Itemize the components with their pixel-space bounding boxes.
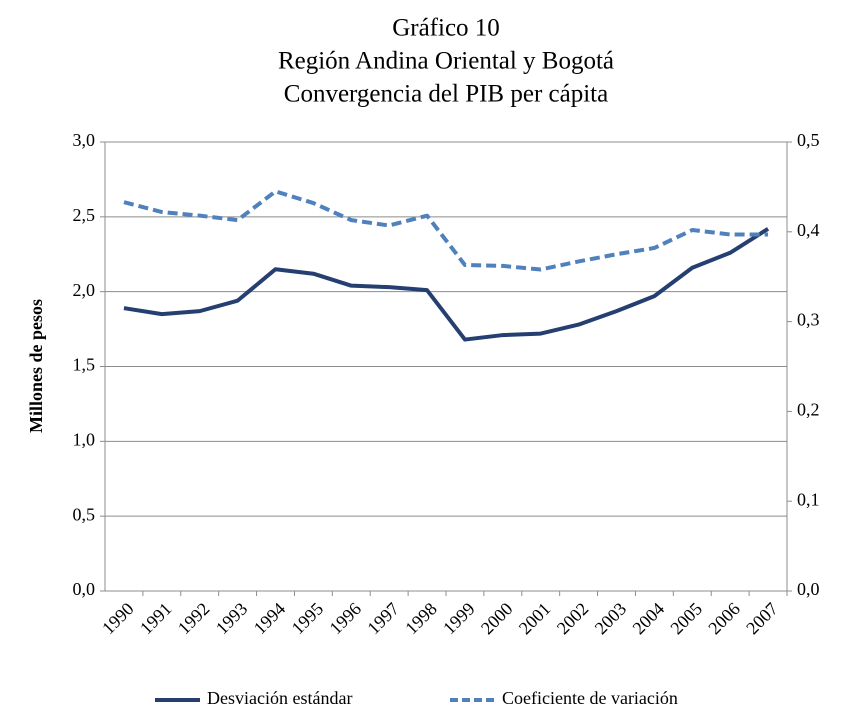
y-tick-label: 0,0 xyxy=(73,579,96,599)
legend-label: Desviación estándar xyxy=(207,688,352,708)
x-tick-label: 1991 xyxy=(136,599,176,639)
y2-tick-label: 0,1 xyxy=(797,489,820,509)
x-tick-label: 1998 xyxy=(401,599,441,639)
x-tick-label: 1999 xyxy=(439,599,479,639)
x-tick-label: 1992 xyxy=(174,599,214,639)
x-tick-label: 2000 xyxy=(477,599,517,639)
x-tick-label: 2001 xyxy=(515,599,555,639)
x-tick-label: 2006 xyxy=(704,599,744,639)
x-tick-label: 1996 xyxy=(325,599,365,639)
y-tick-label: 3,0 xyxy=(73,130,96,150)
y2-tick-label: 0,4 xyxy=(797,220,820,240)
y-tick-label: 1,0 xyxy=(73,429,96,449)
y-tick-label: 1,5 xyxy=(73,355,96,375)
y2-tick-label: 0,3 xyxy=(797,310,820,330)
y-tick-label: 0,5 xyxy=(73,504,96,524)
y2-tick-label: 0,5 xyxy=(797,130,820,150)
series-line xyxy=(123,189,769,272)
y2-tick-label: 0,0 xyxy=(797,579,820,599)
x-tick-label: 2007 xyxy=(742,599,782,639)
y2-tick-label: 0,2 xyxy=(797,400,820,420)
x-tick-label: 1995 xyxy=(288,599,328,639)
chart-title: Gráfico 10 xyxy=(392,15,500,42)
y-axis-label: Millones de pesos xyxy=(26,299,46,433)
y-tick-label: 2,0 xyxy=(73,280,96,300)
legend-label: Coeficiente de variación xyxy=(502,688,678,708)
y-tick-label: 2,5 xyxy=(73,205,96,225)
x-tick-label: 2003 xyxy=(591,599,631,639)
series-line xyxy=(123,227,770,342)
x-tick-label: 2002 xyxy=(553,599,593,639)
x-tick-label: 1997 xyxy=(363,599,403,639)
chart-title: Región Andina Oriental y Bogotá xyxy=(278,48,614,75)
x-tick-label: 2004 xyxy=(629,599,669,639)
x-tick-label: 1994 xyxy=(250,599,290,639)
x-tick-label: 2005 xyxy=(666,599,706,639)
chart-title: Convergencia del PIB per cápita xyxy=(284,81,608,108)
x-tick-label: 1993 xyxy=(212,599,252,639)
x-tick-label: 1990 xyxy=(98,599,138,639)
